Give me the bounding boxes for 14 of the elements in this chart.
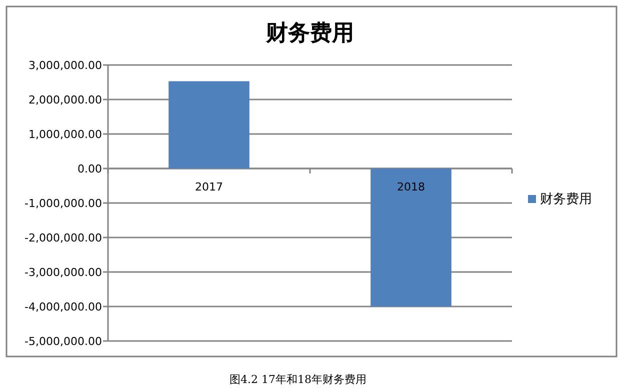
y-tick-label: -5,000,000.00 <box>24 335 102 348</box>
y-tick-label: -4,000,000.00 <box>24 300 102 314</box>
y-tick-label: 3,000,000.00 <box>28 59 102 72</box>
chart-title: 财务费用 <box>265 21 354 46</box>
legend-label: 财务费用 <box>540 192 592 207</box>
y-tick-label: 1,000,000.00 <box>28 128 102 141</box>
x-tick-label: 2018 <box>397 180 425 194</box>
y-tick-label: 2,000,000.00 <box>28 94 102 106</box>
caption: 图4.2 17年和18年财务费用 <box>230 373 366 386</box>
y-tick-label: -1,000,000.00 <box>24 197 102 210</box>
y-tick-label: -2,000,000.00 <box>24 232 102 244</box>
y-tick-label: 0.00 <box>78 162 102 176</box>
x-tick-label: 2017 <box>195 180 223 194</box>
y-tick-label: -3,000,000.00 <box>24 266 102 279</box>
